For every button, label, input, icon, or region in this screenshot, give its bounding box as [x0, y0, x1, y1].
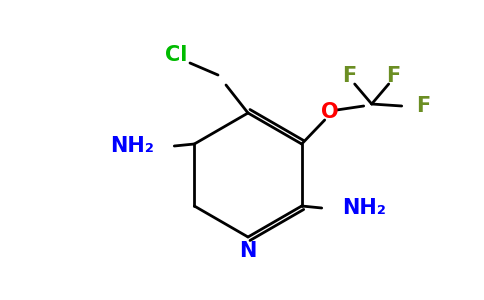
Text: F: F: [416, 96, 430, 116]
Text: N: N: [239, 241, 257, 261]
Text: NH₂: NH₂: [110, 136, 154, 156]
Text: F: F: [387, 66, 401, 86]
Text: Cl: Cl: [165, 45, 187, 65]
Text: F: F: [343, 66, 357, 86]
Text: NH₂: NH₂: [342, 198, 386, 218]
Text: O: O: [321, 102, 338, 122]
